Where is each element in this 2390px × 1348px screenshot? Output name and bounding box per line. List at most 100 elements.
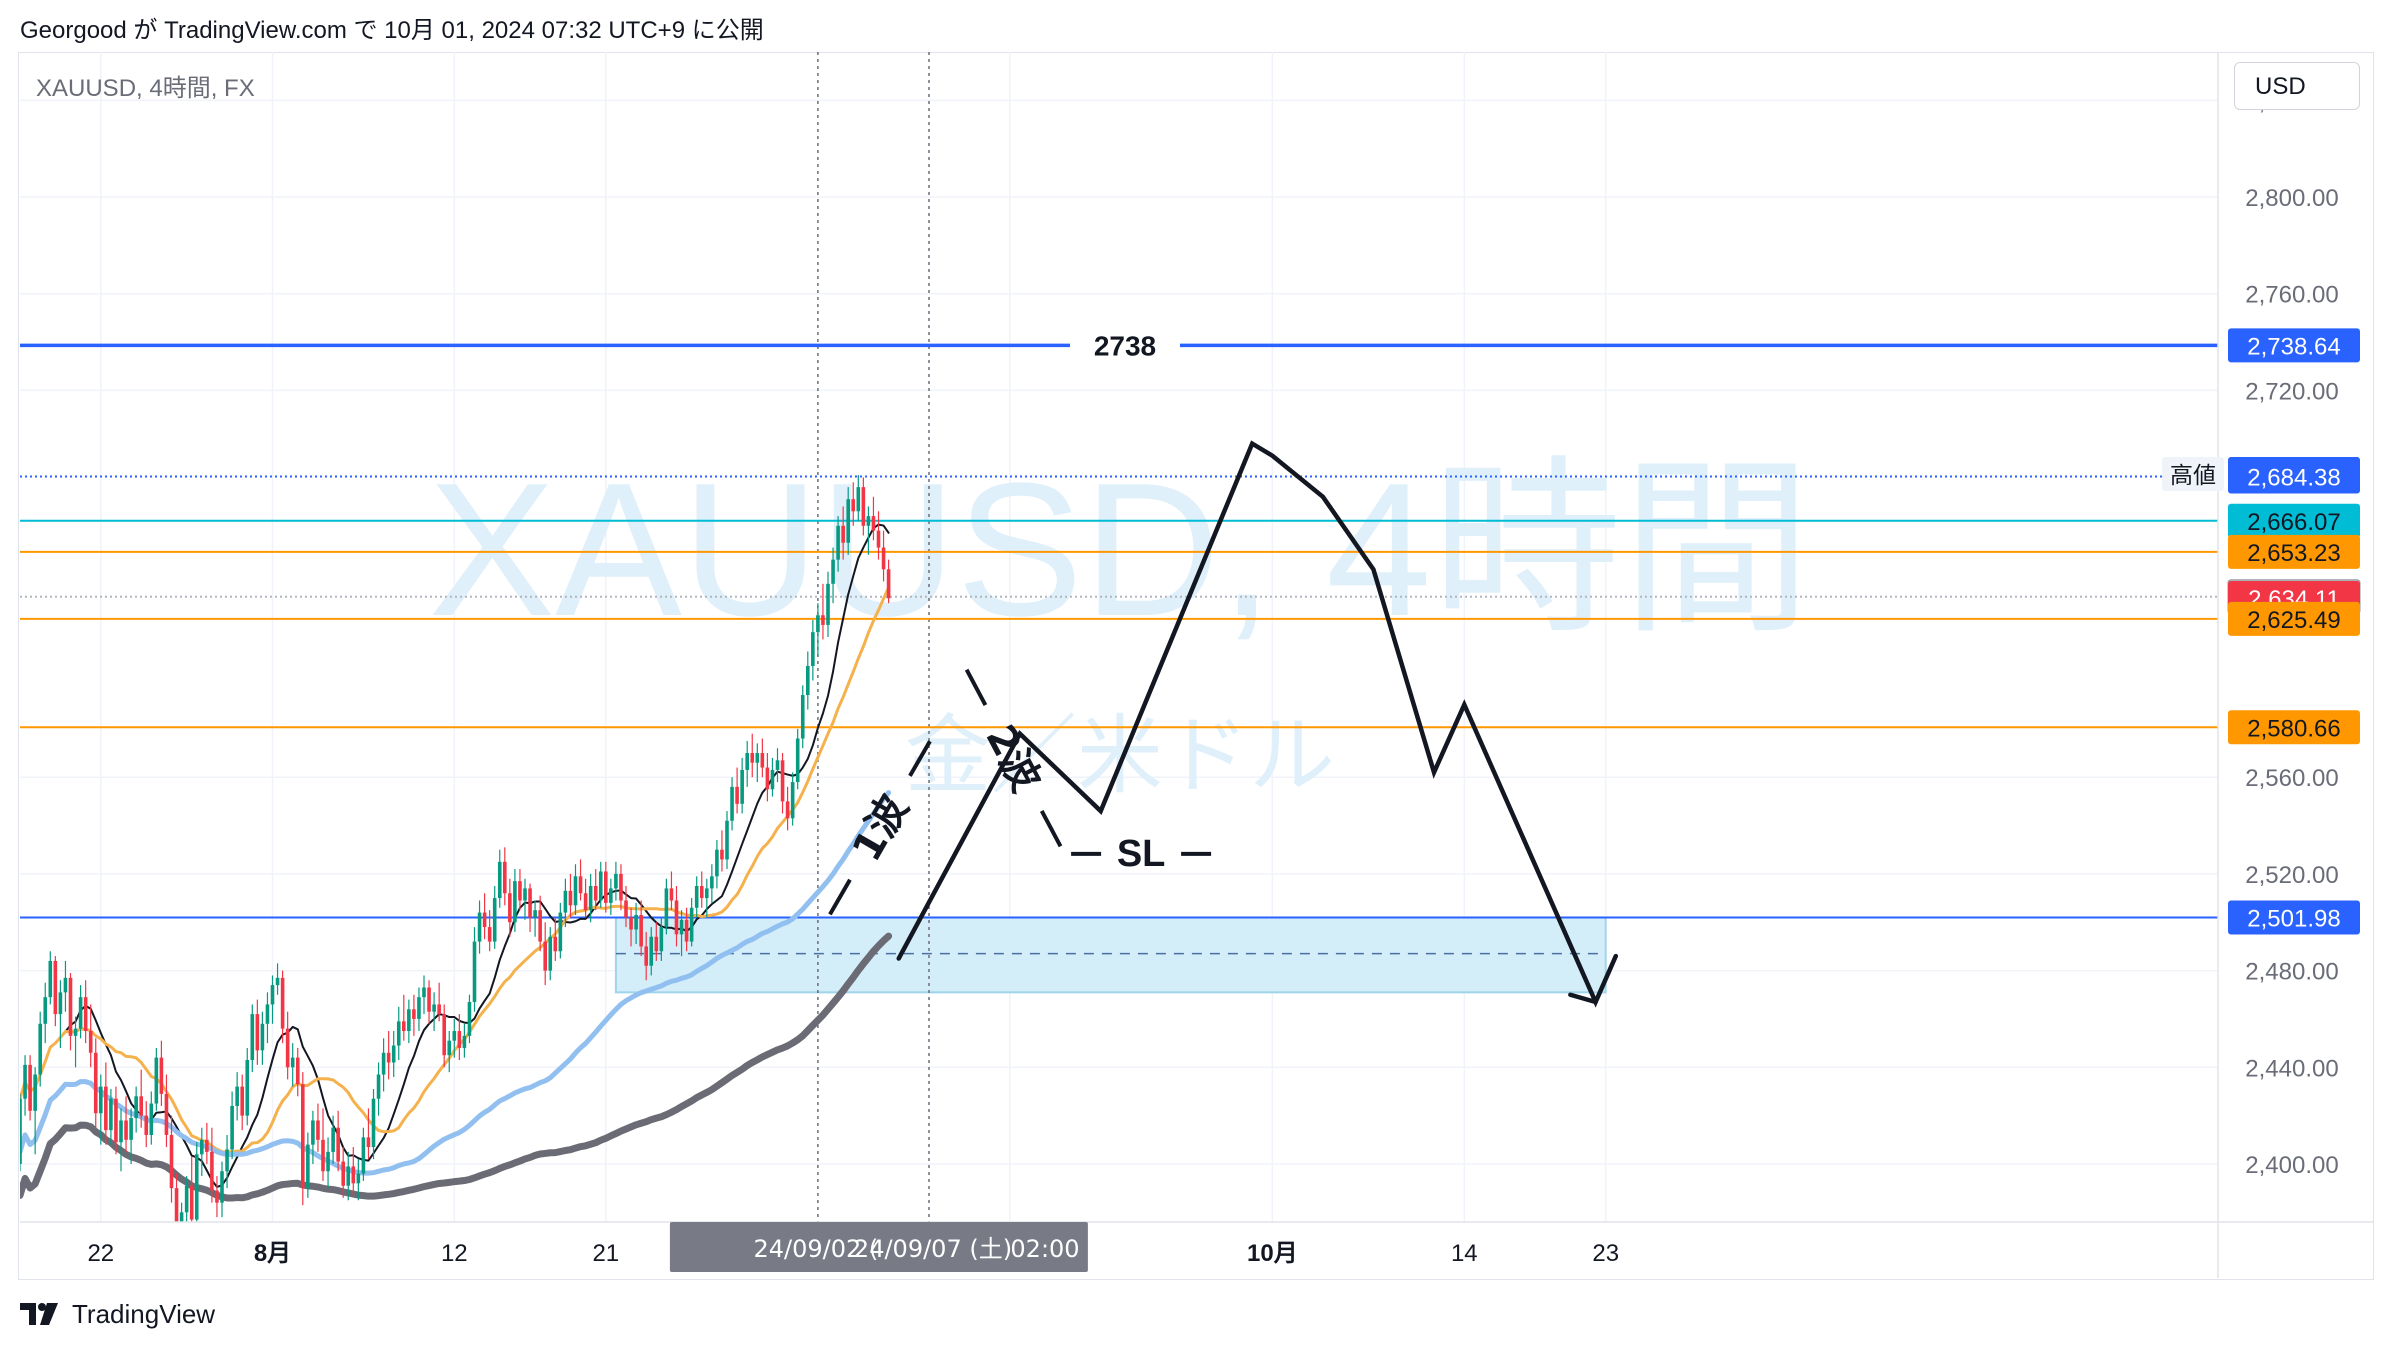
candle-body [83,997,88,1032]
candle-body [462,1035,467,1048]
crosshair-time-text: 02:00 [1010,1235,1079,1263]
candle-body [816,615,820,633]
candle [422,975,426,1015]
candle-body [194,1154,199,1220]
candle [270,975,275,1024]
candle-body [841,525,845,543]
candle [664,878,669,935]
candle-body [649,936,654,966]
candle [301,1072,305,1206]
candle-body [775,760,780,770]
candle-body [886,569,891,599]
candle [457,1014,462,1061]
candle [447,1031,452,1073]
price-tag-label: 2,738.64 [2247,333,2340,360]
x-tick-label: 10月 [1247,1240,1298,1267]
candle [129,1108,133,1164]
candle-body [371,1098,376,1148]
candle [366,1108,371,1160]
candle-body [836,525,840,560]
candle [785,786,790,831]
annotation-dash [1039,810,1063,848]
candle-body [346,1166,351,1186]
candle-body [806,666,810,696]
candle [361,1127,366,1181]
candle-body [634,914,638,930]
price-tag: 2,666.07 [2228,503,2360,538]
candle [886,559,891,604]
candle [472,927,477,1012]
currency-selector[interactable]: USD [2234,62,2360,110]
candle-body [654,936,659,952]
candle [775,748,780,783]
candle-body [240,1086,244,1116]
candle [23,1055,27,1116]
price-tag: 2,684.38 [2228,459,2360,494]
price-tag-bg [2228,900,2360,935]
candle-body [800,695,805,739]
candle-body [93,1052,98,1114]
candle-body [225,1149,229,1172]
price-tag-label: 2,666.07 [2247,509,2340,536]
candle-body [174,1188,179,1222]
candle-body [538,910,542,942]
candle [806,651,810,710]
candle-body [432,1004,436,1012]
candle [538,895,542,952]
candle [28,1055,32,1121]
candle [588,873,593,923]
candle [83,980,88,1044]
candle-body [710,876,714,889]
candle [154,1047,159,1111]
candle-body [295,1057,300,1085]
candle-body [735,786,739,804]
candle-body [725,820,729,860]
candle-body [417,997,421,1019]
candle-body [871,516,876,531]
candle [341,1147,345,1198]
candle [78,985,83,1039]
candle-body [760,753,765,768]
candle-body [23,1064,27,1099]
candle-body [154,1057,159,1104]
price-tag-label: 2,580.66 [2247,715,2340,742]
candle-body [381,1052,386,1075]
tradingview-logo[interactable]: TradingView [20,1296,215,1332]
candle [467,994,472,1044]
symbol-label[interactable]: XAUUSD, 4時間, FX [36,75,255,102]
candle [866,506,871,555]
candle-body [351,1166,356,1184]
candle [816,603,820,657]
candle [593,869,598,911]
tradingview-logo-icon [20,1303,58,1325]
candle [20,1093,22,1172]
candle-body [179,1212,184,1222]
candle [205,1122,209,1164]
price-tag-label: 2,625.49 [2247,607,2340,634]
candle [629,907,633,947]
candle [846,487,850,555]
x-tick-label: 23 [1592,1240,1619,1267]
candle-body [639,914,643,947]
candle-body [68,977,73,1036]
candle-body [553,936,558,952]
candle [634,902,638,945]
candle-body [210,1151,214,1191]
candle-body [720,849,724,860]
candle [492,885,497,949]
projection-path [896,440,1619,1008]
candle-body [508,893,512,923]
candle [684,907,689,952]
candle [43,982,48,1044]
annotation-dash [908,740,932,777]
candle [68,973,73,1051]
candle [386,1031,391,1080]
candle-body [684,919,689,942]
y-tick-label: 2,760.00 [2245,282,2338,309]
candle [164,1074,169,1148]
candle-body [336,1127,340,1162]
price-tag-bg [2228,328,2360,363]
candle-body [144,1115,149,1135]
